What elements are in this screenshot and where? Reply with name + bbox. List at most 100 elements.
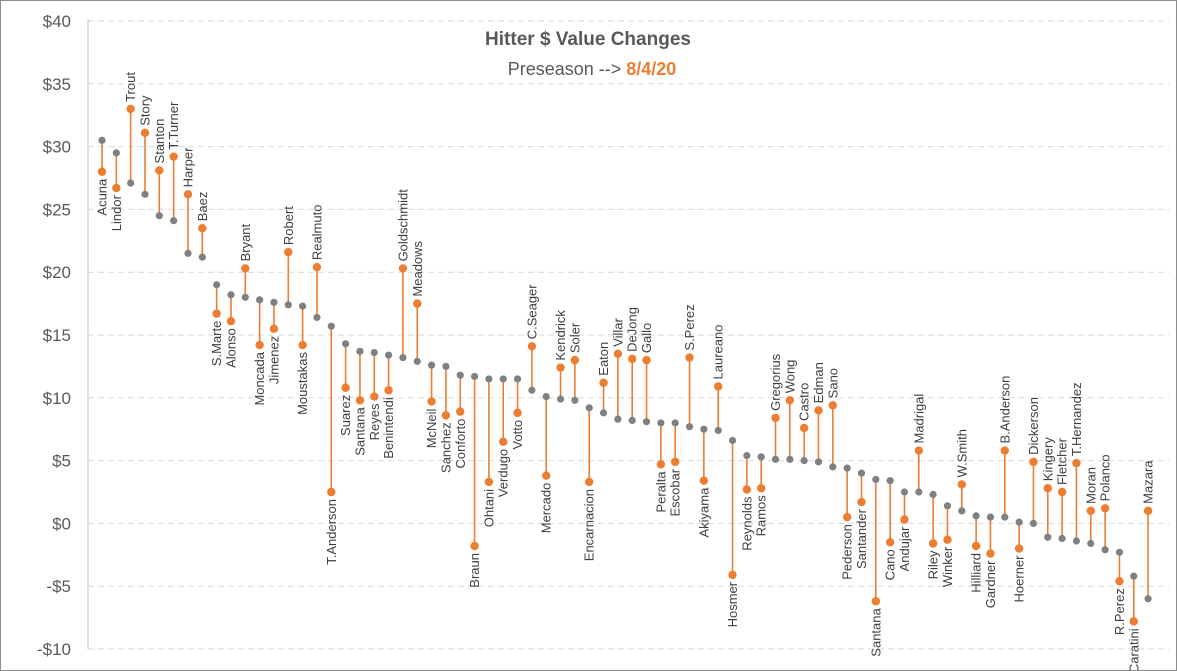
player-label: Laureano	[711, 325, 726, 380]
preseason-dot	[356, 347, 364, 355]
preseason-dot	[1144, 595, 1152, 603]
preseason-dot	[972, 512, 980, 520]
current-dot	[312, 262, 322, 272]
player-label: Robert	[281, 206, 296, 245]
current-dot	[928, 539, 938, 548]
player-label: Lindor	[109, 194, 124, 231]
subtitle-prefix: Preseason -->	[508, 59, 622, 79]
preseason-dot	[170, 217, 178, 225]
player-label: Alonso	[223, 328, 238, 368]
current-dot	[971, 541, 981, 551]
chart-title: Hitter $ Value Changes	[485, 29, 691, 50]
player-label: Santana	[868, 608, 883, 657]
preseason-dot	[299, 302, 307, 310]
player-label: Castro	[797, 383, 812, 421]
current-dot	[570, 355, 580, 365]
current-dot	[327, 487, 336, 497]
current-dot	[255, 340, 264, 350]
preseason-dot	[929, 490, 937, 499]
y-tick-label: -$5	[46, 577, 71, 596]
player-label: Acuna	[95, 178, 110, 216]
player-label: Kendrick	[553, 310, 568, 361]
current-dot	[556, 363, 565, 372]
current-dot	[986, 549, 995, 558]
preseason-dot	[141, 190, 149, 198]
current-dot	[427, 397, 436, 406]
preseason-dot	[528, 386, 536, 394]
player-label: Moran	[1083, 467, 1098, 504]
preseason-dot	[1087, 539, 1095, 548]
preseason-dot	[313, 313, 321, 322]
preseason-dot	[743, 451, 751, 460]
preseason-dot	[986, 513, 995, 521]
y-tick-label: $30	[43, 138, 71, 157]
current-dot	[842, 512, 852, 522]
player-label: S.Perez	[682, 304, 697, 350]
current-dot	[599, 378, 608, 387]
preseason-dot	[456, 371, 464, 379]
current-dot	[456, 407, 465, 416]
player-label: Ohtani	[481, 489, 496, 527]
preseason-dot	[714, 426, 722, 435]
player-label: Gregorius	[768, 353, 783, 411]
player-label: B.Anderson	[997, 376, 1012, 444]
player-label: Peralta	[653, 471, 668, 513]
current-dot	[484, 477, 494, 487]
preseason-dot	[1001, 513, 1009, 521]
preseason-dot	[771, 455, 780, 463]
current-dot	[183, 190, 193, 199]
player-label: Ramos	[754, 495, 769, 537]
player-label: Trout	[123, 72, 138, 102]
preseason-dot	[284, 301, 292, 309]
player-label: R.Perez	[1112, 588, 1127, 635]
preseason-dot	[571, 396, 579, 404]
current-dot	[384, 386, 393, 395]
current-dot	[1000, 446, 1009, 455]
preseason-dot	[872, 475, 880, 484]
current-dot	[1143, 506, 1153, 516]
player-label: Baez	[195, 192, 210, 222]
current-dot	[112, 183, 121, 193]
player-label: Gallo	[639, 323, 654, 353]
player-label: Suarez	[338, 395, 353, 436]
current-dot	[900, 515, 909, 524]
player-label: Hoerner	[1012, 555, 1027, 603]
player-label: Moncada	[252, 351, 267, 405]
current-dot	[656, 460, 666, 469]
player-label: Benintendi	[381, 397, 396, 459]
y-tick-label: $20	[43, 263, 71, 282]
current-dot	[499, 437, 508, 446]
chart-subtitle: Preseason --> 8/4/20	[508, 59, 677, 79]
preseason-dot	[843, 464, 851, 472]
player-marks	[97, 104, 1153, 626]
preseason-dot	[327, 322, 335, 330]
y-tick-label: $10	[43, 389, 71, 408]
y-tick-label: -$10	[37, 640, 71, 659]
preseason-dot	[628, 416, 636, 425]
current-dot	[943, 535, 952, 544]
current-dot	[1057, 487, 1067, 497]
preseason-dot	[886, 477, 894, 485]
preseason-dot	[270, 298, 278, 306]
player-label: Akiyama	[696, 487, 711, 538]
player-label: Andujar	[897, 526, 912, 571]
current-dot	[169, 152, 178, 161]
preseason-dot	[256, 296, 264, 304]
player-label: Riley	[926, 550, 941, 579]
preseason-dot	[585, 404, 593, 412]
player-label: Goldschmidt	[395, 189, 410, 262]
current-dot	[799, 423, 809, 433]
subtitle-date: 8/4/20	[626, 59, 676, 79]
current-dot	[341, 383, 350, 392]
current-dot	[212, 309, 221, 318]
player-label: T.Hernandez	[1069, 382, 1084, 456]
player-label: Soler	[567, 322, 582, 353]
preseason-dot	[829, 463, 837, 471]
preseason-dot	[513, 375, 522, 383]
preseason-dot	[241, 293, 249, 301]
preseason-dot	[800, 457, 808, 465]
current-dot	[613, 349, 623, 359]
gridlines	[88, 20, 1169, 650]
